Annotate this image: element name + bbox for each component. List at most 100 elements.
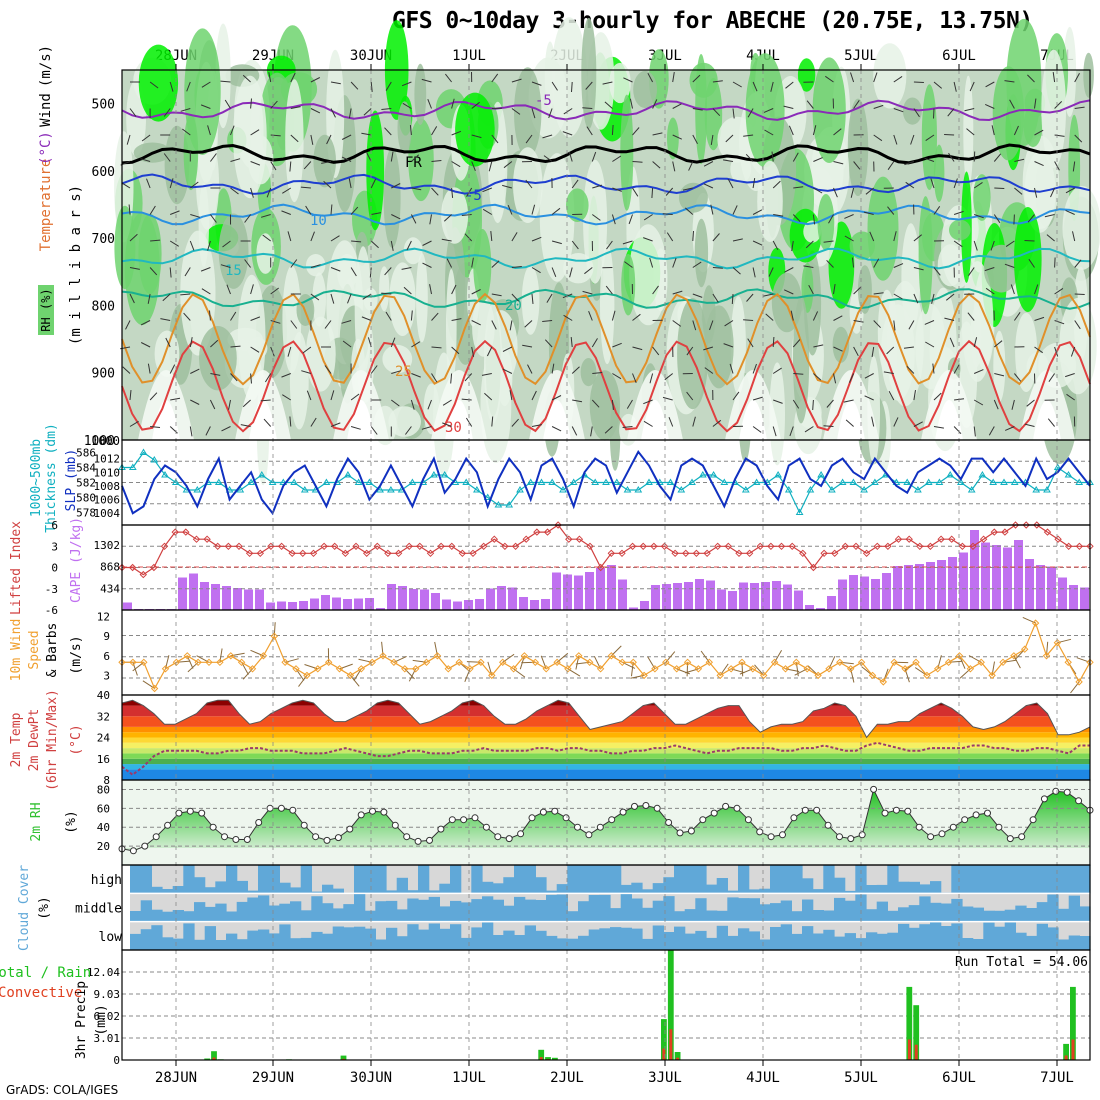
wind-barb (765, 313, 774, 321)
wind-barb (190, 214, 201, 218)
wind-barb (582, 107, 593, 109)
wind-barb (704, 367, 714, 374)
rh2m-area (122, 789, 1090, 851)
wind-barb (491, 134, 499, 144)
wind-barb (451, 318, 462, 321)
millibars-label: (m i l l i b a r s) (68, 185, 84, 345)
cloud-bar (514, 935, 526, 950)
cape-bar (1036, 565, 1045, 610)
thickness-marker (817, 471, 825, 478)
cape-bar (739, 582, 748, 610)
wind-barb (712, 293, 719, 303)
wind-barb (305, 205, 312, 215)
lifted-marker (469, 549, 477, 558)
warm-core-inner (641, 400, 669, 440)
temp-band (122, 700, 1090, 706)
thickness-marker (139, 448, 148, 455)
rh-blob (1023, 104, 1043, 148)
thickness-marker (171, 478, 180, 485)
wind-barb (491, 293, 502, 297)
cloud-bar (823, 910, 835, 922)
cloud-bar (535, 930, 547, 950)
wind-barb (429, 214, 432, 225)
wind-barb (183, 312, 191, 321)
wind-barb (893, 108, 904, 113)
thickness-marker (1010, 478, 1019, 485)
wind-barb (410, 214, 417, 224)
wind-barb (622, 240, 633, 245)
cape-bar (915, 564, 924, 610)
wind-barb (451, 346, 460, 355)
rh2m-marker (870, 785, 878, 793)
wind-barb (692, 74, 701, 83)
rh-blob (694, 218, 709, 288)
wind-barb (422, 240, 432, 246)
thickness-marker (516, 486, 524, 493)
wind-barb (944, 317, 955, 321)
precip-tick-label: 0 (113, 1054, 120, 1067)
wind-barb (591, 151, 597, 162)
cloud-bar (183, 923, 195, 950)
thickness-marker (612, 478, 621, 485)
wind-barb (973, 151, 976, 162)
wind-barb (823, 425, 834, 427)
wind-barb (773, 399, 783, 404)
wind-speed-marker (553, 658, 561, 667)
wind-barb (147, 363, 151, 374)
wind-barb (643, 420, 653, 427)
wind-barb (632, 161, 643, 163)
cloud-bar (300, 865, 312, 894)
wind-speed-marker (1031, 619, 1040, 627)
wind-barb (140, 342, 151, 348)
wind-barb (1026, 399, 1035, 407)
isotherm-line (121, 288, 1091, 310)
cloud-bar (1036, 865, 1048, 894)
cloud-bar (471, 865, 483, 894)
cape-bar (849, 575, 858, 610)
wind-barb (568, 151, 573, 162)
wind-barb (250, 316, 261, 321)
thickness-marker (526, 478, 535, 485)
cloud-bar (375, 901, 387, 922)
wind-barb (893, 231, 897, 242)
wind-barb (632, 346, 643, 351)
cloud-bar (236, 939, 248, 950)
cape-bar (486, 588, 495, 610)
wind-barb (341, 134, 352, 140)
rh2m-marker (551, 807, 559, 815)
wind-speed-marker (520, 652, 529, 660)
wind-barb (302, 346, 312, 354)
wind-barb (390, 151, 394, 162)
wind-barb (228, 399, 231, 410)
precip-units-label: (mm) (94, 1004, 109, 1035)
wind-barb (163, 153, 171, 162)
cloud-bar (290, 938, 302, 950)
wind-barb (571, 366, 580, 374)
isotherm-line (121, 339, 1091, 433)
rh-blob (609, 62, 631, 104)
rh-blob (812, 57, 846, 164)
temp-band (122, 705, 1090, 717)
cape-bar (684, 582, 693, 610)
wind-barb (925, 341, 935, 348)
wind-barb (873, 320, 881, 329)
wind-barb (442, 422, 452, 427)
wind-barb (905, 181, 915, 189)
rh2m-marker (198, 809, 206, 817)
rh2m-marker (676, 829, 684, 837)
wind-legend-label: Wind (38, 93, 54, 127)
cape-bar (475, 599, 484, 610)
wind-barb (953, 81, 957, 92)
wind-barb (1047, 418, 1055, 427)
wind-barb (262, 234, 272, 242)
cloud-bar (130, 933, 142, 950)
cloud-bar (962, 906, 974, 922)
wind-barb (913, 421, 923, 427)
cloud-bar (802, 878, 814, 894)
cloud-bar (802, 899, 814, 922)
wind-barb (140, 320, 151, 326)
lifted-marker (1022, 521, 1030, 529)
cloud-row-label: high (91, 873, 122, 888)
wind-barb (792, 152, 799, 162)
rh2m-marker (790, 814, 798, 822)
